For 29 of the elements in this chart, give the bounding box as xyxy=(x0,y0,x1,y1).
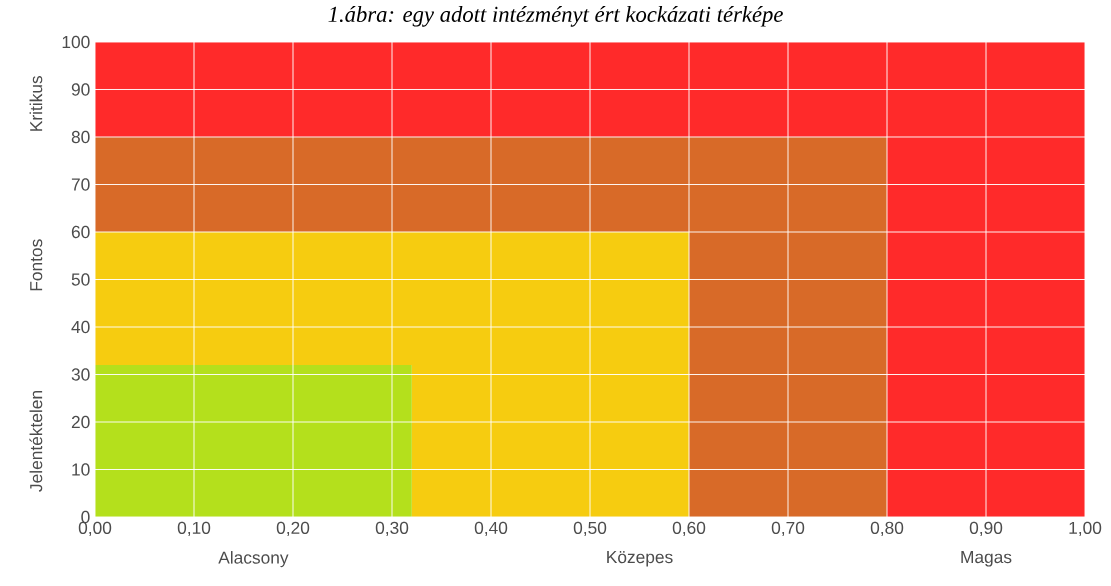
y-tick-label: 60 xyxy=(71,225,90,239)
x-tick-label: 0,40 xyxy=(474,521,508,537)
x-tick-label: 1,00 xyxy=(1069,521,1102,537)
x-tick-label: 0,90 xyxy=(969,521,1003,537)
y-tick-label: 10 xyxy=(72,463,90,476)
y-tick-label: 30 xyxy=(71,368,90,381)
x-tick-label: 0,80 xyxy=(870,521,904,537)
y-tick-label: 90 xyxy=(71,83,90,96)
y-tick-label: 0 xyxy=(81,510,90,524)
x-tick-label: 0,50 xyxy=(573,521,607,537)
x-tick-label: 0,10 xyxy=(177,521,211,537)
text: Fontos xyxy=(30,239,43,291)
text: Alacsony xyxy=(218,551,289,568)
y-tick-label: 100 xyxy=(62,35,90,49)
text: Jelentéktelen xyxy=(29,391,43,492)
x-tick-label: 0,00 xyxy=(78,521,112,537)
x-tick-label: 0,20 xyxy=(276,521,310,537)
y-tick-label: 80 xyxy=(71,130,90,144)
text: Kritikus xyxy=(29,75,43,131)
y-tick-label: 70 xyxy=(71,178,90,191)
x-tick-label: 0,70 xyxy=(771,521,805,537)
x-tick-label: 0,60 xyxy=(672,521,706,537)
chart-title: 1.ábra: egy adott intézményt ért kockázati térképe xyxy=(328,6,783,27)
y-tick-label: 50 xyxy=(71,273,90,286)
text: Magas xyxy=(961,551,1012,567)
x-tick-label: 0,30 xyxy=(375,521,409,537)
y-tick-label: 40 xyxy=(71,320,90,334)
text: Közepes xyxy=(607,551,673,567)
y-tick-label: 20 xyxy=(71,415,90,429)
